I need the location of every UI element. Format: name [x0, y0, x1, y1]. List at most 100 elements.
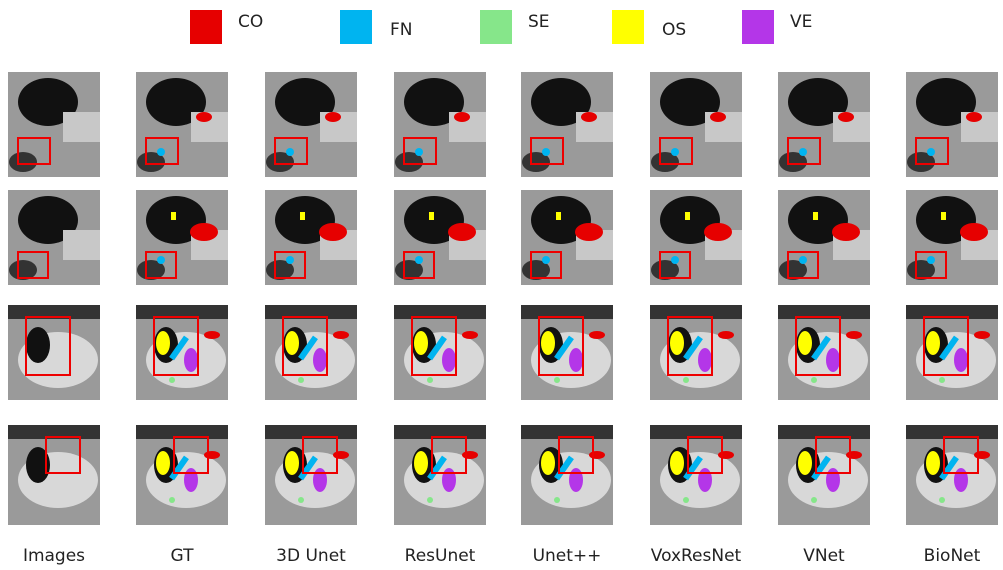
seg-co [190, 223, 218, 241]
seg-os [285, 331, 299, 355]
air-region [9, 152, 37, 172]
legend: COFNSEOSVE [190, 10, 812, 44]
seg-co [333, 451, 349, 459]
ct-image [394, 72, 486, 177]
ct-image [8, 425, 100, 525]
ct-image [394, 305, 486, 400]
seg-fn [799, 256, 807, 264]
seg-ve [826, 348, 840, 372]
column-label: Images [23, 546, 85, 566]
seg-os [813, 212, 818, 220]
seg-fn [542, 148, 550, 156]
seg-ve [569, 348, 583, 372]
seg-co [319, 223, 347, 241]
seg-fn [927, 148, 935, 156]
seg-co [462, 451, 478, 459]
column-label: GT [171, 546, 195, 566]
legend-label: FN [390, 20, 413, 40]
legend-swatch [190, 10, 222, 44]
seg-os [941, 212, 946, 220]
ct-image [778, 72, 870, 177]
column-label: VNet [803, 546, 845, 566]
seg-co [448, 223, 476, 241]
seg-co [204, 331, 220, 339]
ct-image [265, 425, 357, 525]
seg-co [325, 112, 341, 122]
legend-label: OS [662, 20, 686, 40]
seg-co [454, 112, 470, 122]
seg-ve [826, 468, 840, 492]
ct-image [8, 190, 100, 285]
seg-os [300, 212, 305, 220]
seg-ve [313, 348, 327, 372]
ct-image [136, 425, 228, 525]
seg-ve [569, 468, 583, 492]
column-label: Unet++ [533, 546, 602, 566]
seg-co [974, 331, 990, 339]
ct-image [906, 72, 998, 177]
seg-os [926, 331, 940, 355]
ct-image [650, 425, 742, 525]
seg-fn [671, 256, 679, 264]
seg-se [427, 497, 433, 503]
seg-co [966, 112, 982, 122]
seg-fn [286, 148, 294, 156]
seg-se [554, 497, 560, 503]
seg-os [541, 451, 555, 475]
seg-se [169, 377, 175, 383]
seg-os [556, 212, 561, 220]
seg-co [974, 451, 990, 459]
legend-swatch [612, 10, 644, 44]
ct-image [136, 305, 228, 400]
seg-co [832, 223, 860, 241]
seg-se [939, 377, 945, 383]
seg-fn [157, 148, 165, 156]
seg-co [718, 451, 734, 459]
seg-co [196, 112, 212, 122]
seg-co [575, 223, 603, 241]
ct-image [778, 190, 870, 285]
legend-label: VE [790, 12, 812, 32]
seg-se [427, 377, 433, 383]
image-grid [8, 72, 998, 525]
seg-co [581, 112, 597, 122]
ct-image [265, 72, 357, 177]
seg-fn [927, 256, 935, 264]
legend-label: SE [528, 12, 550, 32]
seg-os [798, 451, 812, 475]
ct-image [394, 425, 486, 525]
ct-image [136, 72, 228, 177]
ct-image [265, 305, 357, 400]
ct-image [778, 305, 870, 400]
ct-image [394, 190, 486, 285]
seg-co [718, 331, 734, 339]
seg-ve [442, 348, 456, 372]
ct-image [521, 72, 613, 177]
seg-fn [542, 256, 550, 264]
bone-region [63, 230, 100, 260]
seg-os [670, 451, 684, 475]
seg-co [589, 331, 605, 339]
ct-image [906, 190, 998, 285]
seg-ve [442, 468, 456, 492]
ct-image [8, 72, 100, 177]
ct-image [650, 190, 742, 285]
seg-os [541, 331, 555, 355]
ct-image [650, 72, 742, 177]
column-label: VoxResNet [651, 546, 742, 566]
seg-se [811, 497, 817, 503]
seg-fn [671, 148, 679, 156]
legend-swatch [742, 10, 774, 44]
seg-se [298, 377, 304, 383]
seg-os [156, 451, 170, 475]
ct-image [906, 425, 998, 525]
seg-os [429, 212, 434, 220]
seg-os [670, 331, 684, 355]
seg-ve [954, 468, 968, 492]
column-label: BioNet [924, 546, 981, 566]
column-label: 3D Unet [276, 546, 346, 566]
seg-se [298, 497, 304, 503]
seg-se [554, 377, 560, 383]
seg-se [683, 377, 689, 383]
